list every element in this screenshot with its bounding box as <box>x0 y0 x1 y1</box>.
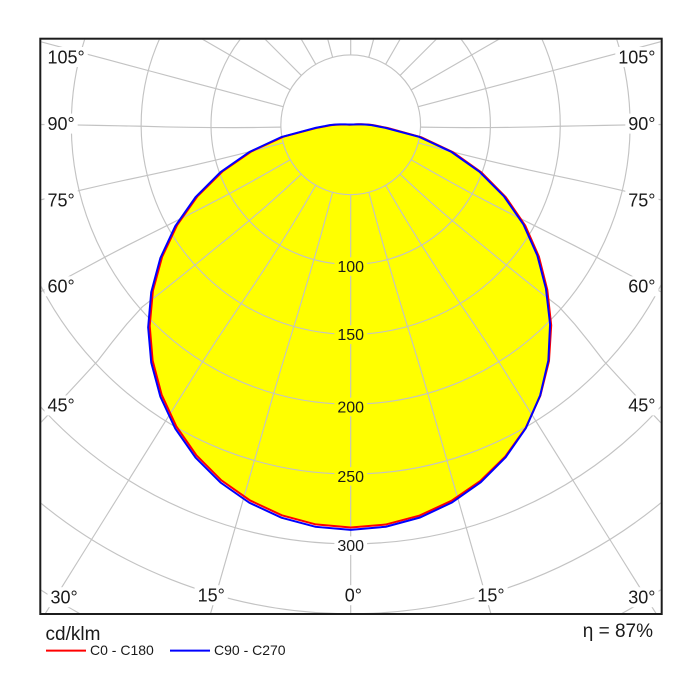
svg-text:60°: 60° <box>48 277 75 297</box>
svg-text:150: 150 <box>337 327 364 344</box>
svg-text:60°: 60° <box>628 277 655 297</box>
svg-text:75°: 75° <box>628 190 655 210</box>
svg-text:30°: 30° <box>628 588 655 608</box>
svg-text:200: 200 <box>337 400 364 417</box>
svg-text:100: 100 <box>337 259 364 276</box>
svg-text:105°: 105° <box>618 47 655 67</box>
svg-text:15°: 15° <box>198 586 225 606</box>
svg-text:15°: 15° <box>477 586 504 606</box>
svg-text:105°: 105° <box>48 47 85 67</box>
svg-text:cd/klm: cd/klm <box>46 624 101 645</box>
svg-text:300: 300 <box>337 538 364 555</box>
svg-text:75°: 75° <box>48 190 75 210</box>
svg-text:30°: 30° <box>51 588 78 608</box>
svg-text:C90 - C270: C90 - C270 <box>214 642 286 658</box>
svg-text:45°: 45° <box>48 396 75 416</box>
svg-text:45°: 45° <box>628 396 655 416</box>
svg-text:C0 - C180: C0 - C180 <box>90 642 154 658</box>
svg-text:0°: 0° <box>345 586 362 606</box>
svg-text:90°: 90° <box>628 114 655 134</box>
svg-text:90°: 90° <box>48 114 75 134</box>
svg-text:η = 87%: η = 87% <box>583 621 653 642</box>
svg-text:250: 250 <box>337 469 364 486</box>
